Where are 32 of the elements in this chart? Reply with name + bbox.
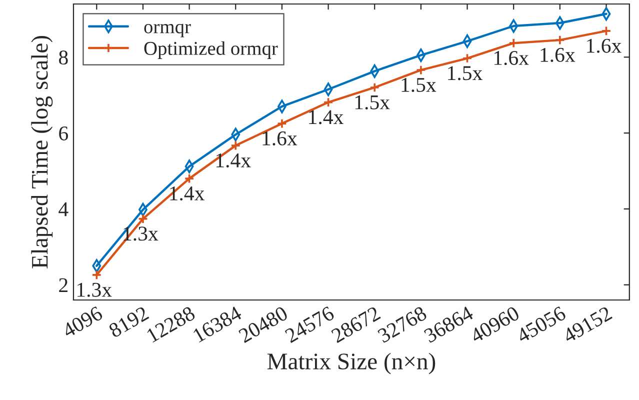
annotation: 1.4x bbox=[216, 153, 251, 168]
point bbox=[276, 118, 288, 129]
annotation: 1.3x bbox=[77, 282, 112, 297]
annotation: 1.4x bbox=[309, 110, 344, 124]
point bbox=[230, 140, 241, 151]
point bbox=[323, 97, 334, 108]
y-tick-label: 6 bbox=[59, 126, 68, 140]
point bbox=[462, 53, 472, 64]
point bbox=[184, 173, 194, 184]
y-tick-label: 8 bbox=[59, 50, 68, 65]
point bbox=[554, 34, 565, 46]
annotation: 1.6x bbox=[262, 131, 298, 146]
point bbox=[370, 82, 380, 93]
x-tick-label: 8192 bbox=[108, 306, 150, 338]
legend-label: ormqr bbox=[144, 24, 191, 38]
point bbox=[92, 270, 102, 280]
point bbox=[138, 214, 148, 224]
y-tick-label: 4 bbox=[58, 202, 68, 216]
annotation: 1.5x bbox=[402, 78, 436, 92]
y-axis-title: Elapsed Time (log scale) bbox=[31, 36, 53, 268]
annotation: 1.6x bbox=[587, 38, 622, 53]
annotation: 1.5x bbox=[355, 95, 390, 110]
y-tick-label: 2 bbox=[59, 278, 68, 292]
point bbox=[416, 64, 426, 76]
annotation: 1.6x bbox=[540, 48, 576, 62]
x-tick-label: 4096 bbox=[61, 306, 104, 338]
annotation: 1.4x bbox=[170, 186, 204, 201]
annotation: 1.6x bbox=[494, 50, 529, 66]
point bbox=[601, 26, 612, 36]
annotation: 1.5x bbox=[448, 66, 482, 80]
x-axis-title: Matrix Size (n×n) bbox=[267, 352, 436, 374]
legend-label: Optimized ormqr bbox=[144, 41, 278, 59]
